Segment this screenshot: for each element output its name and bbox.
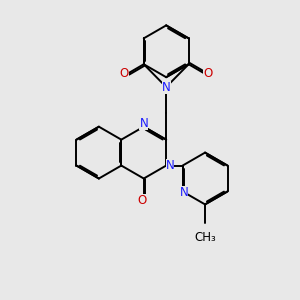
Text: N: N xyxy=(162,80,171,94)
Text: N: N xyxy=(166,159,174,172)
Text: O: O xyxy=(120,67,129,80)
Text: O: O xyxy=(203,67,213,80)
Text: N: N xyxy=(140,117,148,130)
Text: CH₃: CH₃ xyxy=(194,231,216,244)
Text: N: N xyxy=(180,186,188,200)
Text: O: O xyxy=(138,194,147,207)
